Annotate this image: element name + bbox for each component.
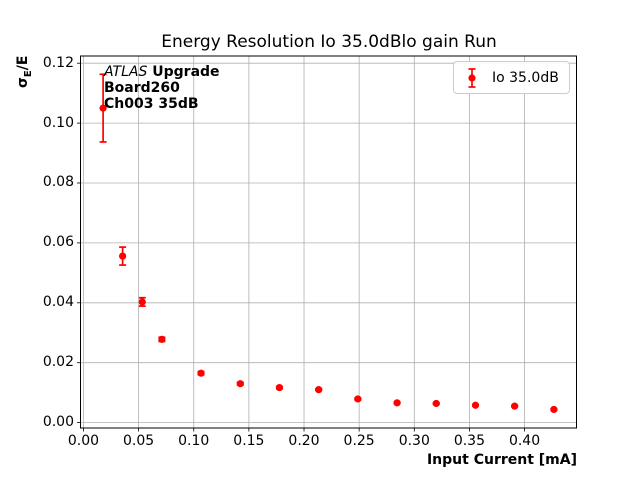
annotation-line-3: Ch003 35dB bbox=[104, 96, 199, 112]
data-point bbox=[197, 369, 205, 377]
y-tick-label: 0.00 bbox=[42, 414, 74, 431]
x-tick-label: 0.00 bbox=[67, 433, 100, 449]
data-point bbox=[236, 380, 244, 388]
plot-annotation: ATLAS Upgrade Board260 Ch003 35dB bbox=[104, 64, 220, 112]
legend-errorbar-icon bbox=[468, 67, 476, 88]
y-tick-label: 0.04 bbox=[42, 294, 74, 311]
x-tick-label: 0.20 bbox=[288, 433, 320, 449]
x-tick-label: 0.40 bbox=[508, 433, 541, 449]
chart-title: Energy Resolution Io 35.0dBlo gain Run bbox=[161, 32, 497, 52]
data-point bbox=[138, 298, 146, 306]
y-tick-label: 0.06 bbox=[42, 234, 74, 251]
axes-spines bbox=[80, 55, 577, 429]
data-point bbox=[511, 402, 519, 410]
data-point bbox=[158, 335, 166, 343]
y-tick-label: 0.08 bbox=[42, 174, 74, 191]
y-tick-label: 0.10 bbox=[42, 114, 74, 131]
data-point bbox=[119, 252, 127, 260]
data-point bbox=[432, 399, 440, 408]
x-tick-label: 0.15 bbox=[233, 433, 265, 449]
annotation-line-2: Board260 bbox=[104, 80, 180, 96]
data-point bbox=[315, 386, 323, 394]
experiment-suffix: Upgrade bbox=[147, 64, 220, 80]
data-point bbox=[275, 383, 284, 392]
data-point bbox=[393, 399, 401, 407]
x-tick-label: 0.30 bbox=[398, 433, 430, 449]
data-point bbox=[471, 401, 480, 409]
annotation-line-1: ATLAS Upgrade bbox=[104, 64, 220, 80]
y-axis-label-sigma: σ bbox=[15, 77, 31, 88]
x-axis-label: Input Current [mA] bbox=[426, 452, 577, 468]
data-point bbox=[354, 395, 362, 403]
legend-box[interactable]: Io 35.0dB bbox=[453, 61, 570, 94]
x-tick-label: 0.05 bbox=[123, 433, 155, 449]
x-tick-label: 0.10 bbox=[178, 433, 210, 449]
y-tick-label: 0.12 bbox=[42, 54, 74, 71]
data-point bbox=[550, 405, 558, 414]
legend-label: Io 35.0dB bbox=[492, 69, 559, 86]
x-tick-label: 0.35 bbox=[453, 433, 485, 449]
x-tick-label: 0.25 bbox=[343, 433, 375, 449]
experiment-name: ATLAS bbox=[104, 64, 148, 80]
y-tick-label: 0.02 bbox=[42, 354, 74, 371]
data-point bbox=[99, 104, 107, 112]
